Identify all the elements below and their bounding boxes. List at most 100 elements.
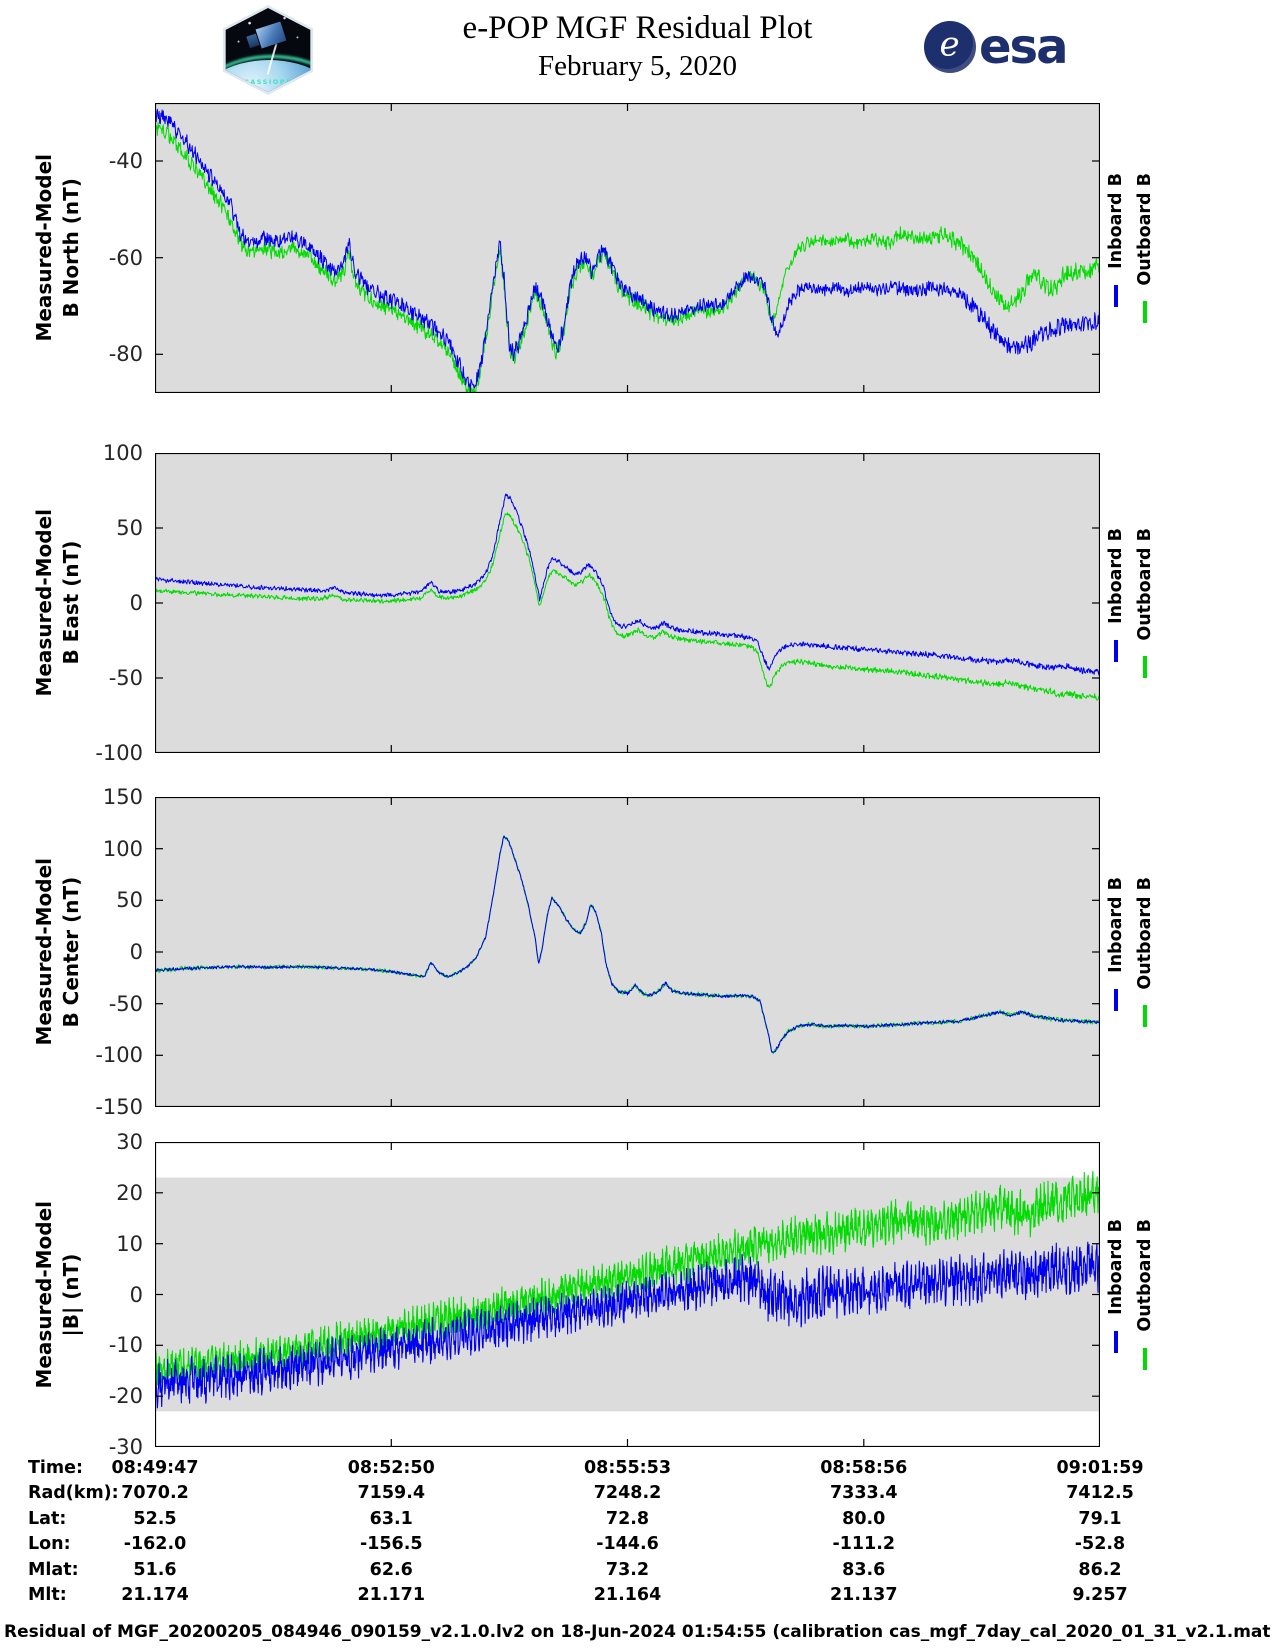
table-cell: 7159.4 xyxy=(357,1483,426,1504)
table-row: Lat: 52.5 63.1 72.8 80.0 79.1 xyxy=(0,1509,1275,1534)
legend-line-sample xyxy=(1143,1347,1147,1370)
page-date: February 5, 2020 xyxy=(538,50,737,82)
y-tick-label: -20 xyxy=(108,1384,143,1409)
ephemeris-table: Time: 08:49:47 08:52:50 08:55:53 08:58:56 09:… xyxy=(0,1458,1275,1616)
panel-b-east: Measured-Model B East (nT) 100 50 0 -50 -100… xyxy=(32,441,1155,765)
legend-entry-inboard-b: Inboard B xyxy=(1106,528,1126,679)
legend-entry-outboard-b: Outboard B xyxy=(1135,528,1155,679)
table-cell: 51.6 xyxy=(133,1559,177,1580)
legend-label: Outboard B xyxy=(1135,172,1155,286)
legend-label: Inboard B xyxy=(1106,527,1126,624)
legend-label: Outboard B xyxy=(1135,876,1155,990)
table-row: Mlt: 21.174 21.171 21.164 21.137 9.257 xyxy=(0,1585,1275,1610)
legend-entry-inboard-b: Inboard B xyxy=(1106,1219,1126,1370)
y-tick-label: -50 xyxy=(108,991,143,1016)
series-inboard-b-line xyxy=(155,108,1100,392)
y-tick-label: 10 xyxy=(116,1231,143,1256)
table-row: Lon: -162.0 -156.5 -144.6 -111.2 -52.8 xyxy=(0,1534,1275,1559)
plot-background xyxy=(155,453,1100,753)
y-tick-label: 150 xyxy=(102,785,143,809)
table-cell: 7070.2 xyxy=(121,1483,189,1504)
panel-b-north: Measured-Model B North (nT) -40 -60 -80 In… xyxy=(32,103,1155,393)
table-cell: 21.171 xyxy=(357,1585,426,1605)
table-cell: 21.164 xyxy=(593,1585,662,1605)
table-cell: -144.6 xyxy=(596,1534,659,1555)
plot-area-b-east xyxy=(155,453,1100,753)
legend-line-sample xyxy=(1114,988,1118,1011)
plot-background xyxy=(155,103,1100,393)
legend-entry-outboard-b: Outboard B xyxy=(1135,173,1155,324)
table-cell: 79.1 xyxy=(1078,1508,1122,1529)
legend-line-sample xyxy=(1114,284,1118,307)
axes-frame xyxy=(155,103,1100,393)
legend-line-sample xyxy=(1143,1005,1147,1028)
page-title: e-POP MGF Residual Plot xyxy=(462,10,813,46)
y-tick-label: 100 xyxy=(102,441,143,465)
table-cell: 08:49:47 xyxy=(111,1458,199,1478)
patch-label: CASSIOPE xyxy=(243,78,293,86)
legend-label: Outboard B xyxy=(1135,527,1155,641)
legend-line-sample xyxy=(1114,1331,1118,1354)
series-inboard-b-line xyxy=(155,835,1100,1053)
footer-note: Residual of MGF_20200205_084946_090159_v… xyxy=(4,1622,1275,1642)
plot-background xyxy=(155,797,1100,1107)
row-label: Time: xyxy=(28,1458,84,1478)
legend-b-east: Inboard B Outboard B xyxy=(1106,453,1155,753)
panel-b-magnitude: Measured-Model |B| (nT) 30 20 10 0 -10 -20 -30… xyxy=(32,1130,1155,1459)
table-cell: 72.8 xyxy=(605,1508,650,1529)
esa-wordmark: esa xyxy=(979,19,1069,75)
table-cell: -52.8 xyxy=(1074,1534,1126,1555)
y-tick-label: -30 xyxy=(108,1435,143,1459)
legend-line-sample xyxy=(1143,301,1147,324)
y-tick-label: 100 xyxy=(102,836,143,861)
y-tick-label: 20 xyxy=(116,1180,143,1205)
y-tick-label: -60 xyxy=(108,245,143,270)
table-row: Time: 08:49:47 08:52:50 08:55:53 08:58:56 09:… xyxy=(0,1458,1275,1483)
y-tick-label: -10 xyxy=(108,1333,143,1358)
row-label: Lon: xyxy=(28,1534,71,1555)
legend-label: Inboard B xyxy=(1106,876,1126,973)
table-cell: 7248.2 xyxy=(593,1483,662,1504)
axes-frame xyxy=(155,453,1100,753)
legend-entry-outboard-b: Outboard B xyxy=(1135,877,1155,1028)
series-outboard-b-line xyxy=(155,1170,1100,1386)
legend-entry-inboard-b: Inboard B xyxy=(1106,877,1126,1028)
table-cell: 52.5 xyxy=(133,1508,177,1529)
y-tick-label: -80 xyxy=(108,342,143,367)
y-tick-label: 30 xyxy=(116,1130,143,1154)
y-tick-label: -100 xyxy=(95,741,143,765)
legend-label: Inboard B xyxy=(1106,172,1126,269)
table-cell: 9.257 xyxy=(1072,1585,1128,1605)
axes-frame xyxy=(155,797,1100,1107)
row-label: Mlt: xyxy=(28,1585,67,1605)
table-cell: -111.2 xyxy=(832,1534,896,1555)
series-inboard-b-line xyxy=(155,493,1100,676)
series-inboard-b-line xyxy=(155,1241,1100,1409)
legend-entry-inboard-b: Inboard B xyxy=(1106,173,1126,324)
row-label: Rad(km): xyxy=(28,1483,119,1504)
table-cell: 21.174 xyxy=(121,1585,189,1605)
table-cell: 62.6 xyxy=(369,1559,413,1580)
table-cell: -162.0 xyxy=(123,1534,187,1555)
plot-area-b-center xyxy=(155,797,1100,1107)
legend-entry-outboard-b: Outboard B xyxy=(1135,1219,1155,1370)
plot-background xyxy=(155,1177,1100,1412)
legend-label: Inboard B xyxy=(1106,1219,1126,1316)
table-cell: -156.5 xyxy=(359,1534,423,1555)
table-cell: 7412.5 xyxy=(1066,1483,1134,1504)
y-tick-label: 50 xyxy=(116,888,143,913)
table-cell: 80.0 xyxy=(842,1508,886,1529)
y-tick-label: -150 xyxy=(95,1095,143,1119)
legend-b-north: Inboard B Outboard B xyxy=(1106,103,1155,393)
y-tick-label: 0 xyxy=(129,940,143,964)
title-block: e-POP MGF Residual Plot February 5, 2020 xyxy=(0,10,1275,83)
row-label: Mlat: xyxy=(28,1559,79,1580)
esa-logo: e esa xyxy=(924,19,1069,75)
series-outboard-b-line xyxy=(155,122,1100,393)
table-cell: 08:52:50 xyxy=(347,1458,435,1478)
y-tick-label: 0 xyxy=(129,1282,143,1307)
table-cell: 86.2 xyxy=(1078,1559,1122,1580)
table-cell: 63.1 xyxy=(369,1508,413,1529)
y-tick-label: -40 xyxy=(108,149,143,173)
row-label: Lat: xyxy=(28,1508,67,1529)
